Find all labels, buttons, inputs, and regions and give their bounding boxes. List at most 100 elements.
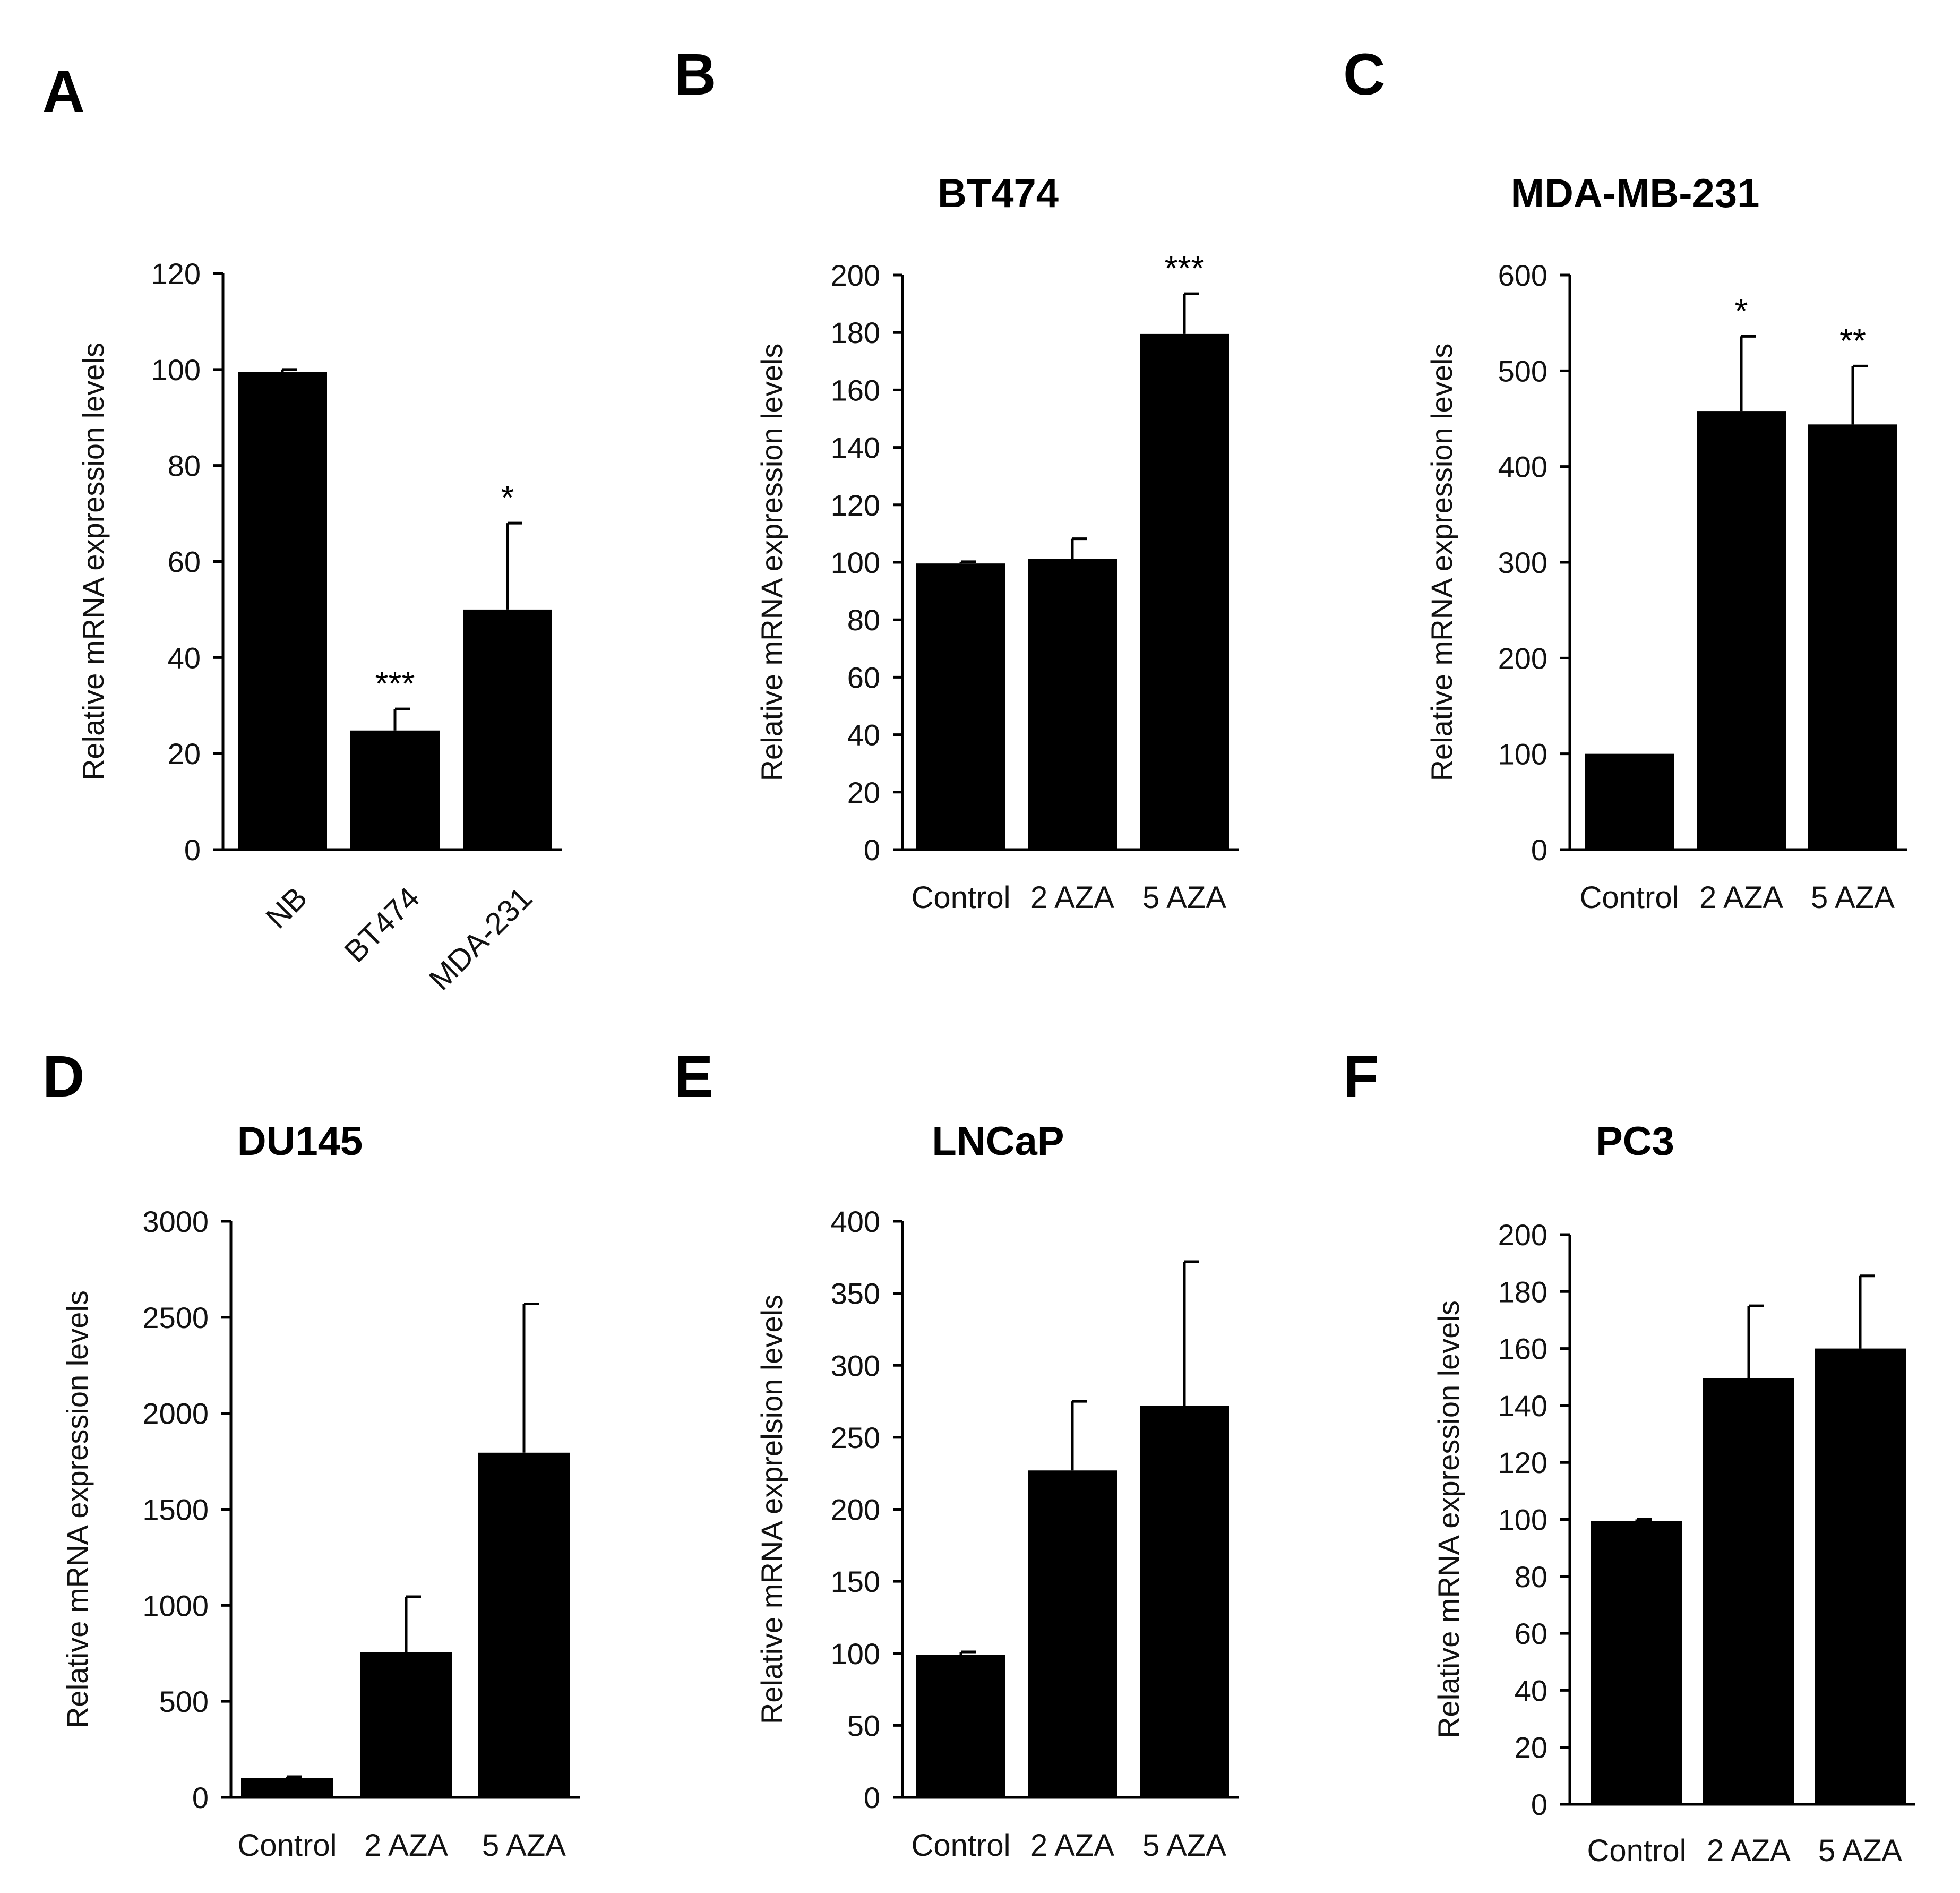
panel-f-ytick-label: 140: [1498, 1389, 1548, 1423]
panel-f-ytick-label: 20: [1515, 1731, 1548, 1764]
panel-e-ytick-label: 350: [831, 1277, 880, 1310]
panel-b-category-label: 5 AZA: [1142, 880, 1226, 915]
panel-b-ytick-label: 0: [864, 833, 880, 867]
panel-b-bar: [1140, 333, 1229, 850]
panel-a-significance: *: [501, 478, 514, 517]
panel-c-letter: C: [1343, 42, 1385, 107]
panel-f-ytick-label: 0: [1531, 1788, 1548, 1821]
panel-d-ytick-label: 1000: [142, 1589, 209, 1622]
panel-c-bar: [1808, 424, 1897, 850]
panel-d-category-label: 5 AZA: [482, 1828, 566, 1863]
panel-c-ytick-label: 400: [1498, 450, 1548, 484]
panel-f-bar: [1591, 1521, 1682, 1804]
panel-a-ytick-label: 120: [151, 257, 201, 290]
panel-d-ylabel: Relative mRNA expression levels: [61, 1290, 94, 1728]
panel-a-ytick-label: 80: [168, 449, 201, 483]
panel-e-ytick-label: 250: [831, 1421, 880, 1454]
panel-b-ytick-label: 120: [831, 489, 880, 522]
panel-f-letter: F: [1343, 1044, 1379, 1109]
panel-e-category-label: 2 AZA: [1030, 1828, 1114, 1863]
panel-f-ytick-label: 180: [1498, 1275, 1548, 1308]
panel-f-ytick-label: 200: [1498, 1218, 1548, 1252]
panel-b-ylabel: Relative mRNA expression levels: [755, 344, 788, 782]
panel-e-bar: [916, 1655, 1005, 1797]
panel-c-ytick-label: 200: [1498, 641, 1548, 675]
panel-a-ytick-label: 40: [168, 641, 201, 674]
panel-d-letter: D: [42, 1044, 84, 1109]
panel-b-category-label: 2 AZA: [1030, 880, 1114, 915]
panel-d-ytick-label: 2000: [142, 1397, 209, 1431]
panel-b-ytick-label: 200: [831, 259, 880, 292]
panel-a-ylabel: Relative mRNA expression levels: [76, 342, 110, 781]
panel-a-category-label: MDA-231: [423, 880, 539, 997]
panel-d-ytick-label: 0: [192, 1781, 209, 1814]
panel-f-ytick-label: 80: [1515, 1560, 1548, 1594]
panel-e-ytick-label: 300: [831, 1349, 880, 1382]
panel-c-category-label: 5 AZA: [1811, 880, 1895, 915]
panel-f-category-label: 2 AZA: [1707, 1834, 1791, 1868]
panel-e-bar: [1028, 1470, 1117, 1797]
panel-e-ytick-label: 100: [831, 1637, 880, 1671]
panel-b-letter: B: [674, 42, 716, 107]
panel-d-ytick-label: 3000: [142, 1205, 209, 1238]
panel-a-letter: A: [42, 59, 84, 124]
panel-b-ytick-label: 160: [831, 373, 880, 407]
panel-a-ytick-label: 60: [168, 545, 201, 579]
panel-b-bar: [1028, 559, 1117, 850]
panel-c-bar: [1585, 753, 1674, 850]
panel-d-bar: [241, 1778, 333, 1797]
panel-e-ytick-label: 50: [847, 1709, 880, 1742]
panel-f-ylabel: Relative mRNA expression levels: [1432, 1300, 1465, 1738]
panel-d-title: DU145: [237, 1119, 363, 1164]
panel-c-significance: *: [1735, 292, 1748, 330]
panel-c-title: MDA-MB-231: [1511, 171, 1760, 216]
panel-b-bar: [916, 563, 1005, 850]
panel-d-bar: [478, 1452, 570, 1797]
panel-c-ytick-label: 100: [1498, 738, 1548, 771]
panel-e-ytick-label: 0: [864, 1781, 880, 1814]
panel-b-significance: ***: [1165, 249, 1205, 287]
panel-a-ytick-label: 0: [184, 833, 201, 867]
panel-f-bar: [1815, 1348, 1906, 1804]
panel-a-ytick-label: 20: [168, 737, 201, 770]
panel-c-bar: [1697, 411, 1786, 850]
panel-e-ytick-label: 150: [831, 1565, 880, 1598]
panel-f-ytick-label: 100: [1498, 1503, 1548, 1537]
panel-f-category-label: Control: [1587, 1834, 1687, 1868]
panel-b-ytick-label: 60: [847, 661, 880, 694]
panel-e-ytick-label: 400: [831, 1205, 880, 1238]
panel-b-ytick-label: 180: [831, 316, 880, 349]
panel-d-bar: [360, 1652, 452, 1797]
panel-f-category-label: 5 AZA: [1818, 1834, 1902, 1868]
panel-c-category-label: 2 AZA: [1699, 880, 1783, 915]
panel-a-bar: [463, 609, 552, 850]
panel-b-category-label: Control: [912, 880, 1011, 915]
panel-b-ytick-label: 20: [847, 776, 880, 809]
panel-b-ytick-label: 40: [847, 718, 880, 752]
panel-e-title: LNCaP: [932, 1119, 1064, 1164]
panel-d-ytick-label: 1500: [142, 1493, 209, 1527]
panel-c-significance: **: [1839, 321, 1866, 359]
panel-f-ytick-label: 160: [1498, 1332, 1548, 1366]
panel-a-bar: [238, 372, 327, 850]
panel-c-ytick-label: 0: [1531, 833, 1548, 867]
panel-c-ylabel: Relative mRNA expression levels: [1425, 344, 1458, 782]
panel-f-title: PC3: [1596, 1119, 1674, 1164]
panel-a-category-label: NB: [259, 880, 314, 935]
panel-b-ytick-label: 140: [831, 431, 880, 465]
panel-b-title: BT474: [938, 171, 1059, 216]
panel-c-category-label: Control: [1580, 880, 1679, 915]
panel-e-ytick-label: 200: [831, 1493, 880, 1527]
panel-f-ytick-label: 120: [1498, 1446, 1548, 1479]
panel-f-ytick-label: 40: [1515, 1674, 1548, 1707]
panel-a-significance: ***: [375, 664, 415, 703]
panel-a-ytick-label: 100: [151, 353, 201, 387]
panel-d-ytick-label: 2500: [142, 1301, 209, 1334]
panel-c-ytick-label: 500: [1498, 354, 1548, 388]
panel-a-category-label: BT474: [338, 880, 426, 969]
panel-e-category-label: Control: [912, 1828, 1011, 1863]
panel-b-ytick-label: 100: [831, 546, 880, 579]
panel-f-ytick-label: 60: [1515, 1617, 1548, 1650]
panel-c-ytick-label: 300: [1498, 546, 1548, 579]
